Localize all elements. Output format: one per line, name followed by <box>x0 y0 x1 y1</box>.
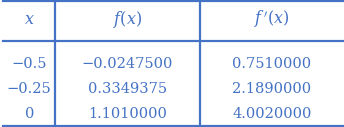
Text: −0.5: −0.5 <box>11 57 47 70</box>
Text: 0.7510000: 0.7510000 <box>232 57 311 70</box>
Text: $x$: $x$ <box>24 12 35 27</box>
Text: −0.0247500: −0.0247500 <box>82 57 173 70</box>
Text: 0: 0 <box>24 107 34 121</box>
Text: $f\,'(x)$: $f\,'(x)$ <box>254 8 289 30</box>
Text: −0.25: −0.25 <box>7 82 52 96</box>
Text: 1.1010000: 1.1010000 <box>88 107 167 121</box>
Text: 4.0020000: 4.0020000 <box>232 107 311 121</box>
Text: 0.3349375: 0.3349375 <box>88 82 167 96</box>
Text: $f(x)$: $f(x)$ <box>113 9 142 30</box>
Text: 2.1890000: 2.1890000 <box>232 82 311 96</box>
